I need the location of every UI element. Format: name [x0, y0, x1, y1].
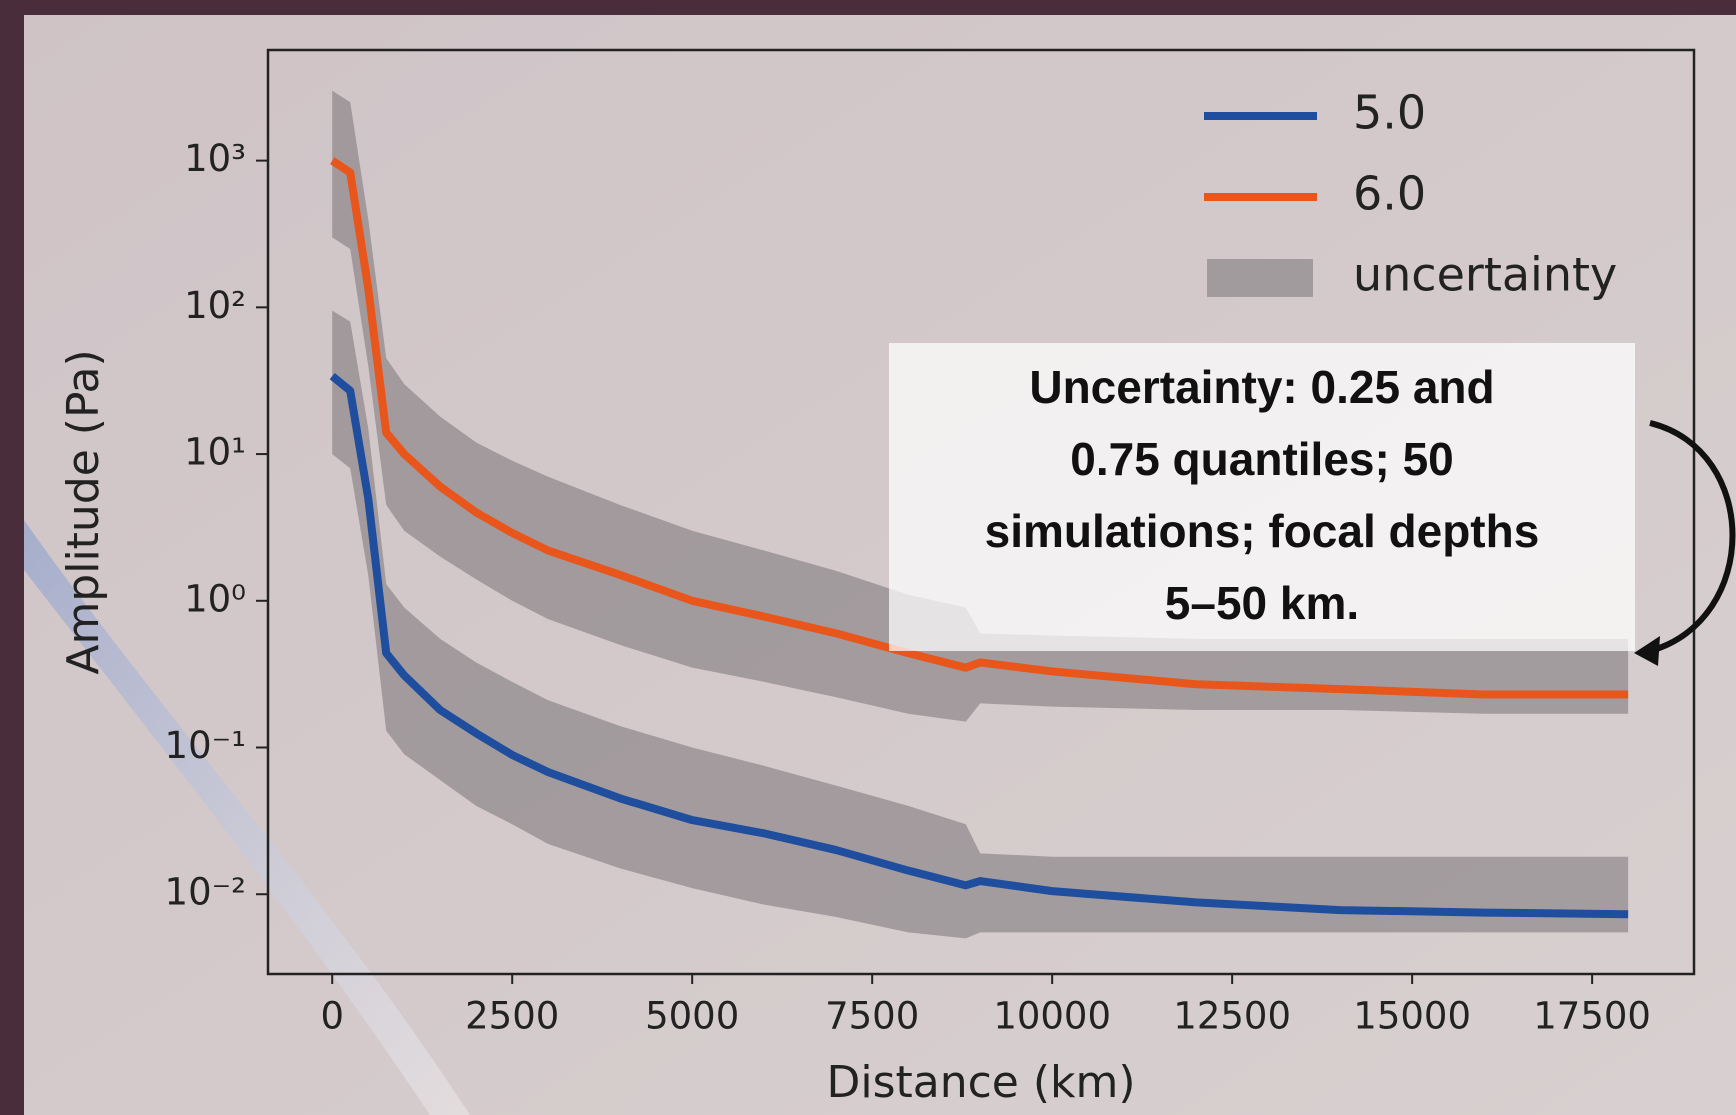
annotation-line: 0.75 quantiles; 50: [1070, 433, 1454, 485]
x-axis-label: Distance (km): [826, 1057, 1135, 1108]
x-tick-label: 15000: [1353, 995, 1471, 1038]
x-tick-label: 5000: [645, 995, 739, 1038]
x-tick-label: 0: [320, 995, 344, 1038]
annotation-line: 5–50 km.: [1165, 577, 1359, 629]
x-tick-label: 17500: [1533, 995, 1651, 1038]
legend-band-swatch: [1207, 259, 1313, 297]
legend-label: 6.0: [1353, 167, 1426, 221]
y-tick-label: 10²: [184, 284, 246, 327]
x-tick-label: 2500: [465, 995, 559, 1038]
x-tick-label: 7500: [825, 995, 919, 1038]
annotation-line: simulations; focal depths: [985, 505, 1540, 557]
x-tick-label: 12500: [1173, 995, 1291, 1038]
slide: 0 2500 5000 7500 10000 12500 15000 17500 10⁻² 10⁻…: [0, 0, 1736, 1115]
y-tick-label: 10⁻²: [165, 871, 246, 914]
y-tick-label: 10⁰: [184, 577, 246, 620]
legend-label: uncertainty: [1353, 248, 1617, 302]
page: 0 2500 5000 7500 10000 12500 15000 17500 10⁻² 10⁻…: [0, 0, 1736, 1115]
x-tick-label: 10000: [993, 995, 1111, 1038]
annotation-line: Uncertainty: 0.25 and: [1029, 361, 1494, 413]
y-tick-label: 10¹: [184, 431, 246, 474]
y-tick-label: 10³: [184, 137, 246, 180]
y-tick-label: 10⁻¹: [165, 724, 246, 767]
legend-label: 5.0: [1353, 86, 1426, 140]
y-axis-label: Amplitude (Pa): [58, 349, 109, 674]
